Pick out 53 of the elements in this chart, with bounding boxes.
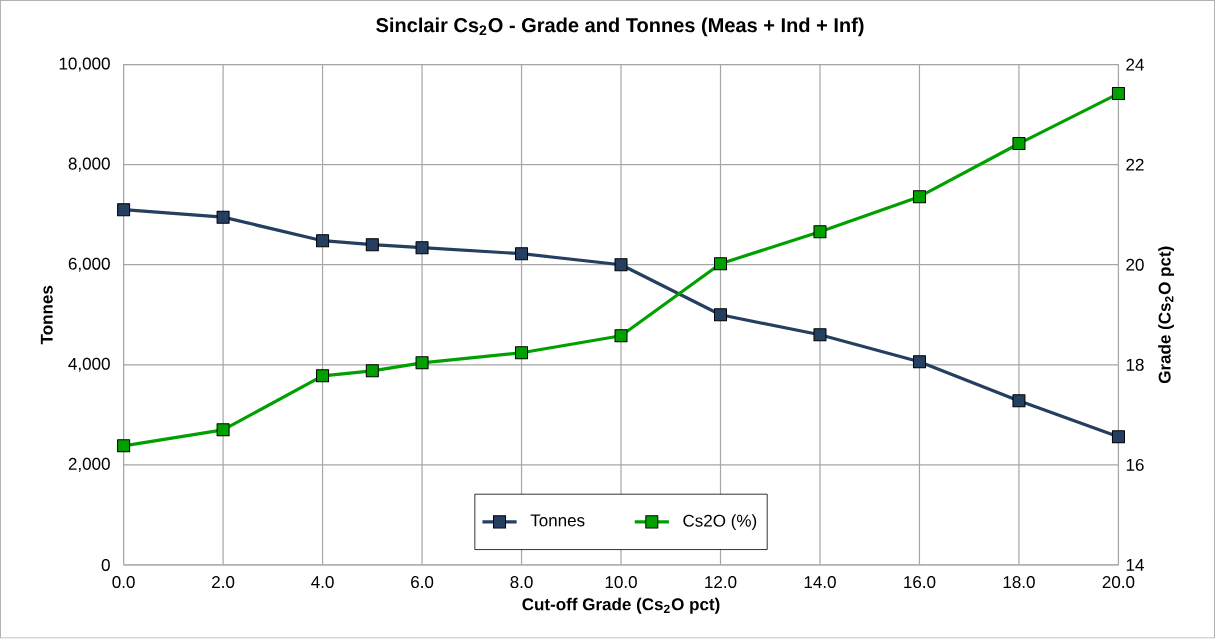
point (912, 190, 926, 204)
y-tick-label: 6,000 (68, 257, 110, 272)
y2-tick-label: 24 (1126, 58, 1144, 71)
x-tick-label: 16.0 (904, 576, 936, 589)
y2-tick-label: 16 (1126, 459, 1144, 472)
y-tick-label: 10,000 (59, 57, 110, 72)
x-tick-label: 2.0 (212, 576, 235, 589)
point (365, 364, 379, 378)
point (117, 439, 131, 453)
legend-label: Cs2O (%) (683, 514, 757, 531)
y2-tick-label: 22 (1126, 158, 1144, 171)
point (415, 241, 429, 255)
y-axis-title: Tonnes (40, 286, 53, 345)
x-tick-label: 14.0 (804, 576, 836, 589)
x-tick-label: 8.0 (510, 576, 533, 589)
x-tick-label: 0.0 (112, 576, 135, 589)
point (912, 355, 926, 369)
point (1012, 137, 1026, 151)
point (1012, 394, 1026, 408)
legend-label: Tonnes (530, 514, 585, 527)
y-tick-label: 8,000 (68, 157, 110, 172)
point (316, 369, 330, 383)
point (714, 308, 728, 322)
point (614, 258, 628, 272)
y2-tick-label: 20 (1126, 258, 1144, 271)
y2-axis-title: Grade (Cs$_{2}$O pct) (1158, 246, 1175, 384)
point (316, 234, 330, 248)
point (813, 328, 827, 342)
point (1111, 87, 1125, 101)
point (714, 257, 728, 271)
x-tick-label: 12.0 (705, 576, 737, 589)
y-tick-label: 0 (101, 559, 110, 572)
point (1111, 430, 1125, 444)
x-tick-label: 10.0 (605, 576, 637, 589)
point (365, 238, 379, 252)
y-tick-label: 4,000 (68, 358, 110, 373)
x-tick-label: 4.0 (311, 576, 334, 589)
x-tick-label: 18.0 (1003, 576, 1035, 589)
point (515, 346, 529, 360)
y-tick-label: 2,000 (68, 458, 110, 473)
x-tick-label: 20.0 (1102, 576, 1135, 589)
point (813, 225, 827, 239)
point (216, 210, 230, 224)
y2-tick-label: 18 (1126, 359, 1144, 372)
point (614, 329, 628, 343)
y2-tick-label: 14 (1126, 559, 1144, 572)
x-axis-title: Cut-off Grade (Cs$_{2}$O pct) (522, 598, 720, 614)
x-tick-label: 6.0 (411, 576, 434, 589)
point (216, 423, 230, 437)
point (515, 247, 529, 261)
point (415, 356, 429, 370)
chart-title: Sinclair Cs$_{2}$O - Grade and Tonnes (Meas + Ind + Inf) (376, 17, 864, 37)
point (117, 203, 131, 217)
